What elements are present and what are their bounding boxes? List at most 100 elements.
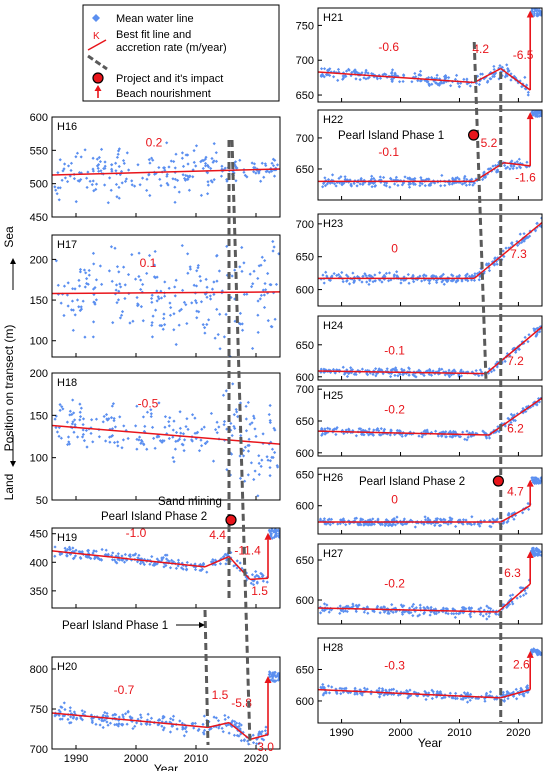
data-point <box>501 690 505 694</box>
data-point <box>119 285 123 289</box>
data-point <box>222 335 227 339</box>
data-point <box>465 700 470 704</box>
data-point <box>426 516 430 520</box>
data-point <box>458 519 462 523</box>
accretion-rate-label: 0.1 <box>140 256 157 270</box>
data-point <box>238 322 243 326</box>
data-point <box>176 558 181 562</box>
data-point <box>436 434 440 438</box>
data-point <box>98 264 102 268</box>
data-point <box>116 552 120 556</box>
data-point <box>111 321 115 325</box>
data-point <box>199 300 204 304</box>
data-point <box>384 431 388 436</box>
data-point <box>423 183 427 188</box>
data-point <box>131 319 135 323</box>
data-point <box>233 268 237 272</box>
data-point <box>219 174 224 178</box>
data-point <box>338 604 342 608</box>
data-point <box>54 188 58 192</box>
data-point <box>456 180 460 184</box>
data-point <box>509 78 513 82</box>
data-point <box>492 368 496 372</box>
data-point <box>82 439 87 443</box>
data-point <box>243 445 247 449</box>
data-point <box>536 651 540 655</box>
data-point <box>424 274 428 278</box>
data-point <box>77 305 81 309</box>
data-point <box>130 183 134 187</box>
data-point <box>190 439 194 443</box>
y-tick-label: 50 <box>36 495 48 507</box>
data-point <box>180 721 184 725</box>
data-point <box>174 152 178 156</box>
data-point <box>108 721 113 725</box>
data-point <box>382 693 386 697</box>
data-point <box>325 274 329 278</box>
plot-area <box>52 141 280 205</box>
data-point <box>382 277 386 281</box>
data-point <box>354 603 358 607</box>
data-point <box>242 261 246 265</box>
data-point <box>172 159 176 164</box>
y-tick-label: 550 <box>30 145 48 157</box>
accretion-rate-label: 4.7 <box>507 484 524 498</box>
data-point <box>494 609 499 613</box>
data-point <box>91 251 96 255</box>
note-sand-mining: Sand mining <box>158 496 222 508</box>
data-point <box>185 417 189 421</box>
data-point <box>218 347 222 351</box>
data-point <box>380 280 384 284</box>
data-point <box>137 435 142 439</box>
data-point <box>181 432 186 436</box>
data-point <box>91 156 95 160</box>
data-point <box>133 553 137 557</box>
points-h17 <box>54 239 280 357</box>
data-point <box>163 425 167 429</box>
data-point <box>381 688 385 692</box>
data-point <box>149 296 154 301</box>
data-point <box>200 444 204 448</box>
data-point <box>125 151 129 155</box>
data-point <box>494 259 498 264</box>
data-point <box>273 670 277 674</box>
data-point <box>268 420 272 425</box>
data-point <box>426 518 430 522</box>
data-point <box>141 319 145 323</box>
data-point <box>136 556 140 560</box>
data-point <box>405 689 409 693</box>
data-point <box>92 549 96 553</box>
data-point <box>91 320 96 324</box>
data-point <box>477 607 481 611</box>
data-point <box>384 688 388 692</box>
data-point <box>164 557 169 561</box>
data-point <box>413 71 417 76</box>
data-point <box>471 430 475 434</box>
data-point <box>386 692 391 696</box>
y-tick-label: 650 <box>296 555 314 567</box>
data-point <box>367 274 371 278</box>
data-point <box>273 317 277 321</box>
data-point <box>488 694 492 698</box>
data-point <box>151 314 155 318</box>
data-point <box>244 429 249 433</box>
data-point <box>539 113 542 117</box>
data-point <box>360 367 365 371</box>
data-point <box>392 517 396 521</box>
data-point <box>94 417 99 421</box>
data-point <box>479 370 484 374</box>
data-point <box>438 275 442 279</box>
data-point <box>442 282 446 286</box>
data-point <box>506 66 510 71</box>
data-point <box>80 709 84 713</box>
data-point <box>116 444 120 448</box>
data-point <box>487 367 492 371</box>
data-point <box>220 726 224 730</box>
data-point <box>403 175 407 179</box>
data-point <box>385 692 390 697</box>
accretion-rate-label: 1.5 <box>212 688 229 702</box>
data-point <box>269 440 273 444</box>
data-point <box>355 605 360 609</box>
data-point <box>319 74 324 78</box>
